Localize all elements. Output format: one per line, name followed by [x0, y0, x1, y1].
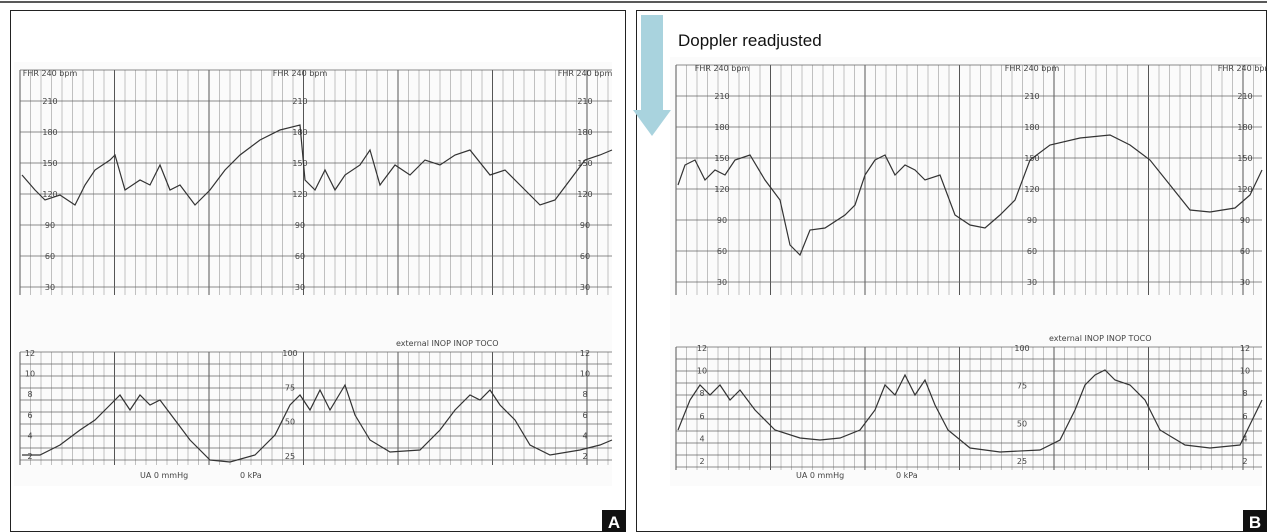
scan-label: 30 [45, 283, 55, 292]
scan-label: 30 [717, 278, 727, 287]
scan-label: 6 [582, 411, 587, 420]
scan-label: 12 [697, 344, 707, 353]
scan-label: 120 [714, 185, 729, 194]
scan-label: 210 [292, 97, 307, 106]
scan-label: 180 [1237, 123, 1252, 132]
scan-label: 25 [1017, 457, 1027, 466]
scan-label: FHR 240 bpm [1218, 64, 1267, 73]
scan-label: 150 [714, 154, 729, 163]
scan-label: 180 [577, 128, 592, 137]
scan-label: 2 [582, 452, 587, 461]
scan-label: 10 [580, 370, 590, 379]
scan-label: 8 [699, 389, 704, 398]
scan-paper [670, 57, 1262, 486]
scan-label: 8 [1242, 389, 1247, 398]
scan-label: UA 0 mmHg [796, 471, 844, 480]
scan-label: 100 [282, 349, 297, 358]
scan-label: 50 [1017, 419, 1027, 428]
scan-label: 150 [292, 159, 307, 168]
scan-label: UA 0 mmHg [140, 471, 188, 480]
scan-label: FHR 240 bpm [558, 69, 613, 78]
scan-label: 150 [42, 159, 57, 168]
scan-label: 60 [295, 252, 305, 261]
scan-label: 90 [295, 221, 305, 230]
scan-label: 0 kPa [896, 471, 918, 480]
scan-label: 90 [45, 221, 55, 230]
scan-label: 30 [295, 283, 305, 292]
scan-label: 60 [580, 252, 590, 261]
scan-label: 0 kPa [240, 471, 262, 480]
page: {"panels": [ {"label": "A", "fhr_header"… [0, 0, 1267, 532]
scan-label: 30 [580, 283, 590, 292]
scan-label: 50 [285, 418, 295, 427]
scan-label: 150 [1237, 154, 1252, 163]
panel-label: B [1249, 513, 1261, 532]
scan-label: FHR 240 bpm [23, 69, 78, 78]
scan-label: 12 [1240, 344, 1250, 353]
scan-label: 8 [582, 390, 587, 399]
scan-label: 210 [1237, 92, 1252, 101]
scan-label: 60 [717, 247, 727, 256]
scan-label: external INOP INOP TOCO [396, 339, 499, 348]
scan-label: FHR 240 bpm [695, 64, 750, 73]
scan-label: external INOP INOP TOCO [1049, 334, 1152, 343]
scan-label: 6 [699, 412, 704, 421]
scan-label: FHR 240 bpm [1005, 64, 1060, 73]
scan-label: 90 [580, 221, 590, 230]
scan-label: FHR 240 bpm [273, 69, 328, 78]
scan-label: 4 [27, 431, 32, 440]
scan-label: 120 [577, 190, 592, 199]
scan-label: 10 [697, 367, 707, 376]
scan-label: 210 [714, 92, 729, 101]
scan-label: 75 [285, 383, 295, 392]
scan-label: 4 [582, 431, 587, 440]
arrow-shaft [641, 15, 663, 110]
figure: FHR 240 bpm21018015012090603012108642FHR… [0, 0, 1267, 532]
scan-label: 10 [25, 370, 35, 379]
scan-label: 180 [1024, 123, 1039, 132]
scan-label: 2 [1242, 457, 1247, 466]
scan-label: 180 [42, 128, 57, 137]
scan-label: 210 [577, 97, 592, 106]
scan-label: 60 [1240, 247, 1250, 256]
scan-label: 6 [27, 411, 32, 420]
scan-label: 180 [714, 123, 729, 132]
scan-label: 30 [1240, 278, 1250, 287]
scan-label: 10 [1240, 367, 1250, 376]
ctg-scan: FHR 240 bpm21018015012090603012108642FHR… [14, 62, 612, 486]
annotation: Doppler readjusted [678, 31, 822, 50]
scan-label: 25 [285, 452, 295, 461]
scan-label: 6 [1242, 412, 1247, 421]
scan-label: 120 [292, 190, 307, 199]
ctg-scan: FHR 240 bpm21018015012090603012108642FHR… [670, 57, 1267, 486]
scan-label: 8 [27, 390, 32, 399]
scan-label: 4 [699, 434, 704, 443]
scan-label: 90 [1240, 216, 1250, 225]
panel-label: A [608, 513, 620, 532]
scan-label: 2 [699, 457, 704, 466]
scan-label: 12 [580, 349, 590, 358]
scan-label: 12 [25, 349, 35, 358]
scan-label: 2 [27, 452, 32, 461]
scan-label: 60 [1027, 247, 1037, 256]
scan-label: 120 [42, 190, 57, 199]
scan-label: 90 [717, 216, 727, 225]
scan-label: 60 [45, 252, 55, 261]
scan-label: 30 [1027, 278, 1037, 287]
scan-label: 90 [1027, 216, 1037, 225]
scan-label: 210 [1024, 92, 1039, 101]
scan-label: 210 [42, 97, 57, 106]
scan-label: 120 [1024, 185, 1039, 194]
scan-label: 100 [1014, 344, 1029, 353]
scan-label: 120 [1237, 185, 1252, 194]
scan-label: 75 [1017, 382, 1027, 391]
